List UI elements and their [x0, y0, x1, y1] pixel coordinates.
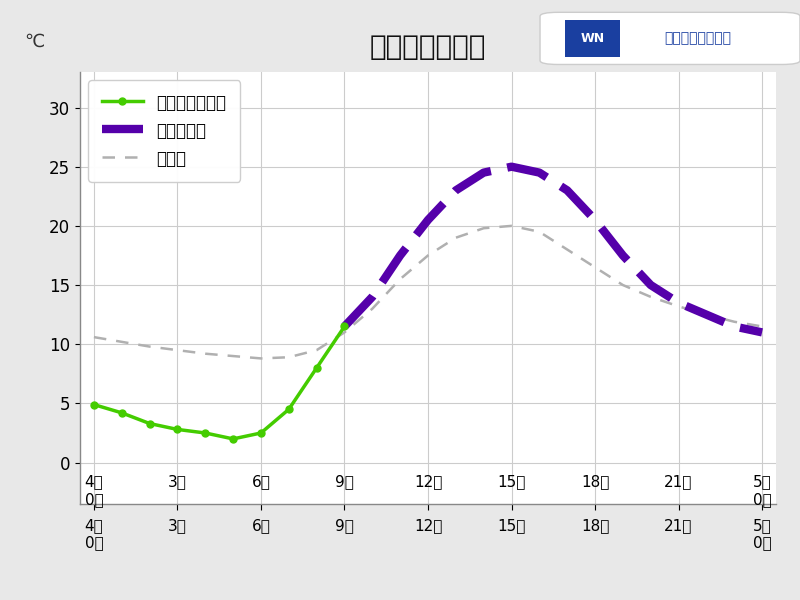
Text: ウェザーニュース: ウェザーニュース	[664, 31, 731, 46]
Title: 高山の気温変化: 高山の気温変化	[370, 34, 486, 61]
FancyBboxPatch shape	[540, 13, 800, 64]
Text: 6時: 6時	[251, 475, 270, 490]
Text: 3時: 3時	[168, 475, 187, 490]
Text: 18時: 18時	[581, 475, 610, 490]
Text: 5日
0時: 5日 0時	[753, 518, 771, 550]
Legend: これまでの経過, 今後の予報, 平年値: これまでの経過, 今後の予報, 平年値	[88, 80, 240, 182]
Text: 12時: 12時	[414, 475, 442, 490]
Text: 21時: 21時	[664, 518, 693, 533]
Text: ℃: ℃	[24, 32, 45, 50]
Text: 15時: 15時	[498, 475, 526, 490]
Text: 21時: 21時	[664, 475, 693, 490]
Text: 4日
0時: 4日 0時	[85, 518, 103, 550]
Text: WN: WN	[581, 32, 605, 45]
Text: 18時: 18時	[581, 518, 610, 533]
Text: 6時: 6時	[251, 518, 270, 533]
Text: 9時: 9時	[335, 475, 354, 490]
Text: 12時: 12時	[414, 518, 442, 533]
Text: 3時: 3時	[168, 518, 187, 533]
FancyBboxPatch shape	[565, 20, 620, 57]
Text: 4日
0時: 4日 0時	[85, 475, 103, 507]
Text: 9時: 9時	[335, 518, 354, 533]
Text: 15時: 15時	[498, 518, 526, 533]
Text: 5日
0時: 5日 0時	[753, 475, 771, 507]
